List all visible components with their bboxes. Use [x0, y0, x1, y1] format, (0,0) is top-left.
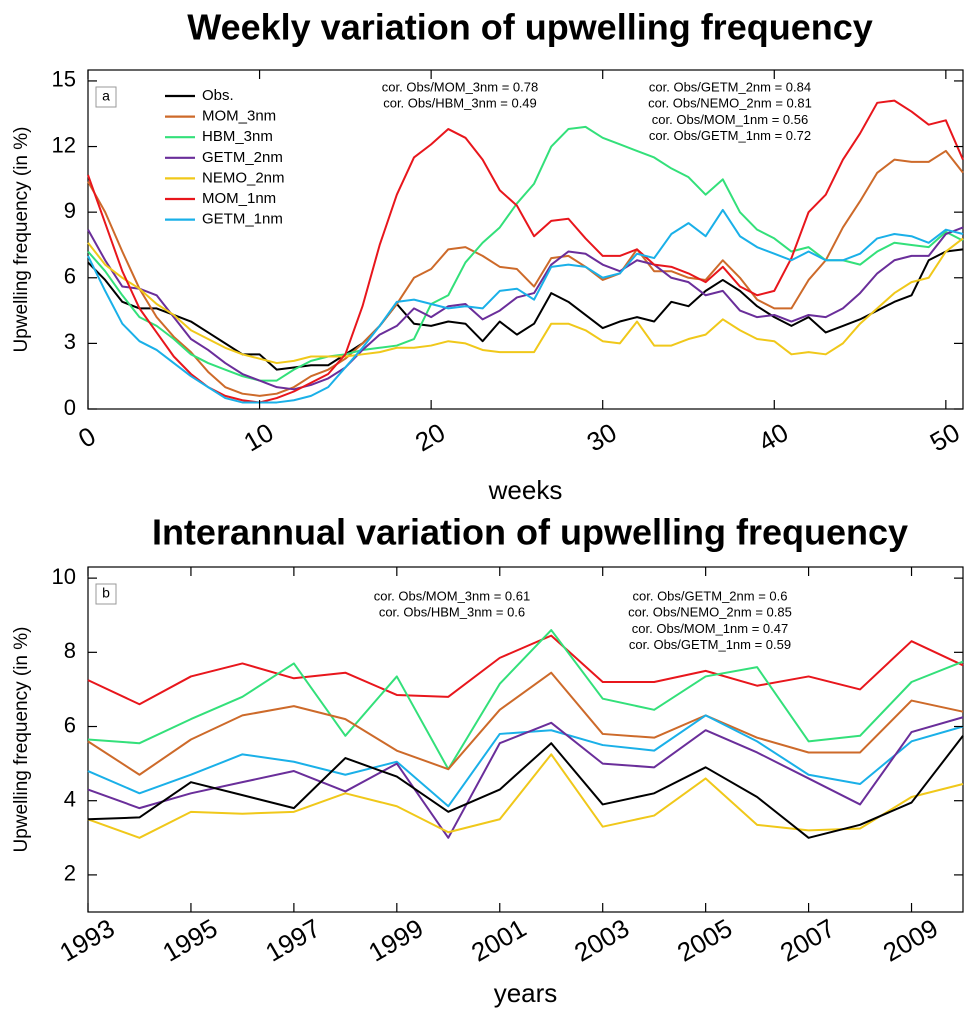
annotation: cor. Obs/HBM_3nm = 0.49 — [383, 96, 537, 111]
annotation: cor. Obs/MOM_1nm = 0.47 — [632, 621, 788, 636]
series-line — [87, 735, 964, 839]
x-tick-label: 0 — [73, 421, 101, 454]
series-line — [87, 208, 964, 404]
series-line — [87, 714, 964, 808]
chart-title: Interannual variation of upwelling frequ… — [152, 512, 908, 553]
annotation: cor. Obs/HBM_3nm = 0.6 — [379, 605, 525, 620]
y-tick-label: 6 — [64, 712, 76, 737]
x-tick-label: 2007 — [775, 913, 840, 968]
x-tick-label: 1999 — [363, 913, 428, 968]
legend-label: HBM_3nm — [202, 128, 273, 145]
annotation: cor. Obs/NEMO_2nm = 0.81 — [648, 96, 812, 111]
y-axis-title: Upwelling frequency (in %) — [11, 127, 32, 353]
y-tick-label: 0 — [64, 395, 76, 420]
annotation: cor. Obs/NEMO_2nm = 0.85 — [628, 605, 792, 620]
annotation: cor. Obs/MOM_3nm = 0.78 — [382, 79, 538, 94]
x-tick-label: 1993 — [54, 913, 119, 968]
series-line — [87, 671, 964, 776]
y-tick-label: 15 — [52, 67, 76, 92]
x-tick-label: 2005 — [672, 913, 737, 968]
x-tick-label: 20 — [410, 417, 450, 457]
plot-area — [87, 69, 964, 410]
y-tick-label: 6 — [64, 264, 76, 289]
legend-label: NEMO_2nm — [202, 169, 285, 186]
y-tick-label: 12 — [52, 132, 76, 157]
legend-label: GETM_2nm — [202, 149, 283, 166]
legend-label: MOM_1nm — [202, 190, 276, 207]
series-line — [87, 753, 964, 839]
legend-label: MOM_3nm — [202, 108, 276, 125]
x-tick-label: 50 — [925, 417, 965, 457]
annotation: cor. Obs/GETM_2nm = 0.6 — [633, 588, 788, 603]
series-line — [87, 248, 964, 371]
x-tick-label: 10 — [238, 417, 278, 457]
series-line — [87, 716, 964, 839]
series-line — [87, 226, 964, 391]
x-tick-label: 1995 — [157, 913, 222, 968]
annotation: cor. Obs/MOM_3nm = 0.61 — [374, 588, 530, 603]
legend-label: Obs. — [202, 87, 234, 104]
legend-label: GETM_1nm — [202, 211, 283, 228]
series-line — [87, 634, 964, 706]
x-tick-label: 2009 — [878, 913, 943, 968]
y-tick-label: 10 — [52, 564, 76, 589]
series-line — [87, 237, 964, 365]
x-tick-label: 30 — [582, 417, 622, 457]
panel-label: a — [102, 88, 110, 104]
annotation: cor. Obs/GETM_2nm = 0.84 — [649, 79, 811, 94]
plot-area — [87, 566, 964, 913]
chart-title: Weekly variation of upwelling frequency — [187, 7, 873, 48]
series-line — [87, 149, 964, 397]
annotation: cor. Obs/GETM_1nm = 0.59 — [629, 637, 791, 652]
x-tick-label: 2001 — [466, 913, 531, 968]
y-tick-label: 3 — [64, 329, 76, 354]
x-axis-title: years — [494, 978, 558, 1008]
panel-label-box — [95, 583, 117, 605]
y-tick-label: 8 — [64, 638, 76, 663]
panel-label: b — [102, 585, 110, 601]
annotation: cor. Obs/GETM_1nm = 0.72 — [649, 128, 811, 143]
panel-label-box — [95, 86, 117, 108]
annotation: cor. Obs/MOM_1nm = 0.56 — [652, 112, 808, 127]
y-tick-label: 4 — [64, 787, 76, 812]
y-tick-label: 2 — [64, 861, 76, 886]
x-tick-label: 40 — [753, 417, 793, 457]
series-line — [87, 99, 964, 404]
series-line — [87, 125, 964, 382]
y-tick-label: 9 — [64, 198, 76, 223]
x-tick-label: 1997 — [260, 913, 325, 968]
y-axis-title: Upwelling frequency (in %) — [11, 627, 32, 853]
x-axis-title: weeks — [488, 475, 563, 505]
series-line — [87, 629, 964, 771]
x-tick-label: 2003 — [569, 913, 634, 968]
